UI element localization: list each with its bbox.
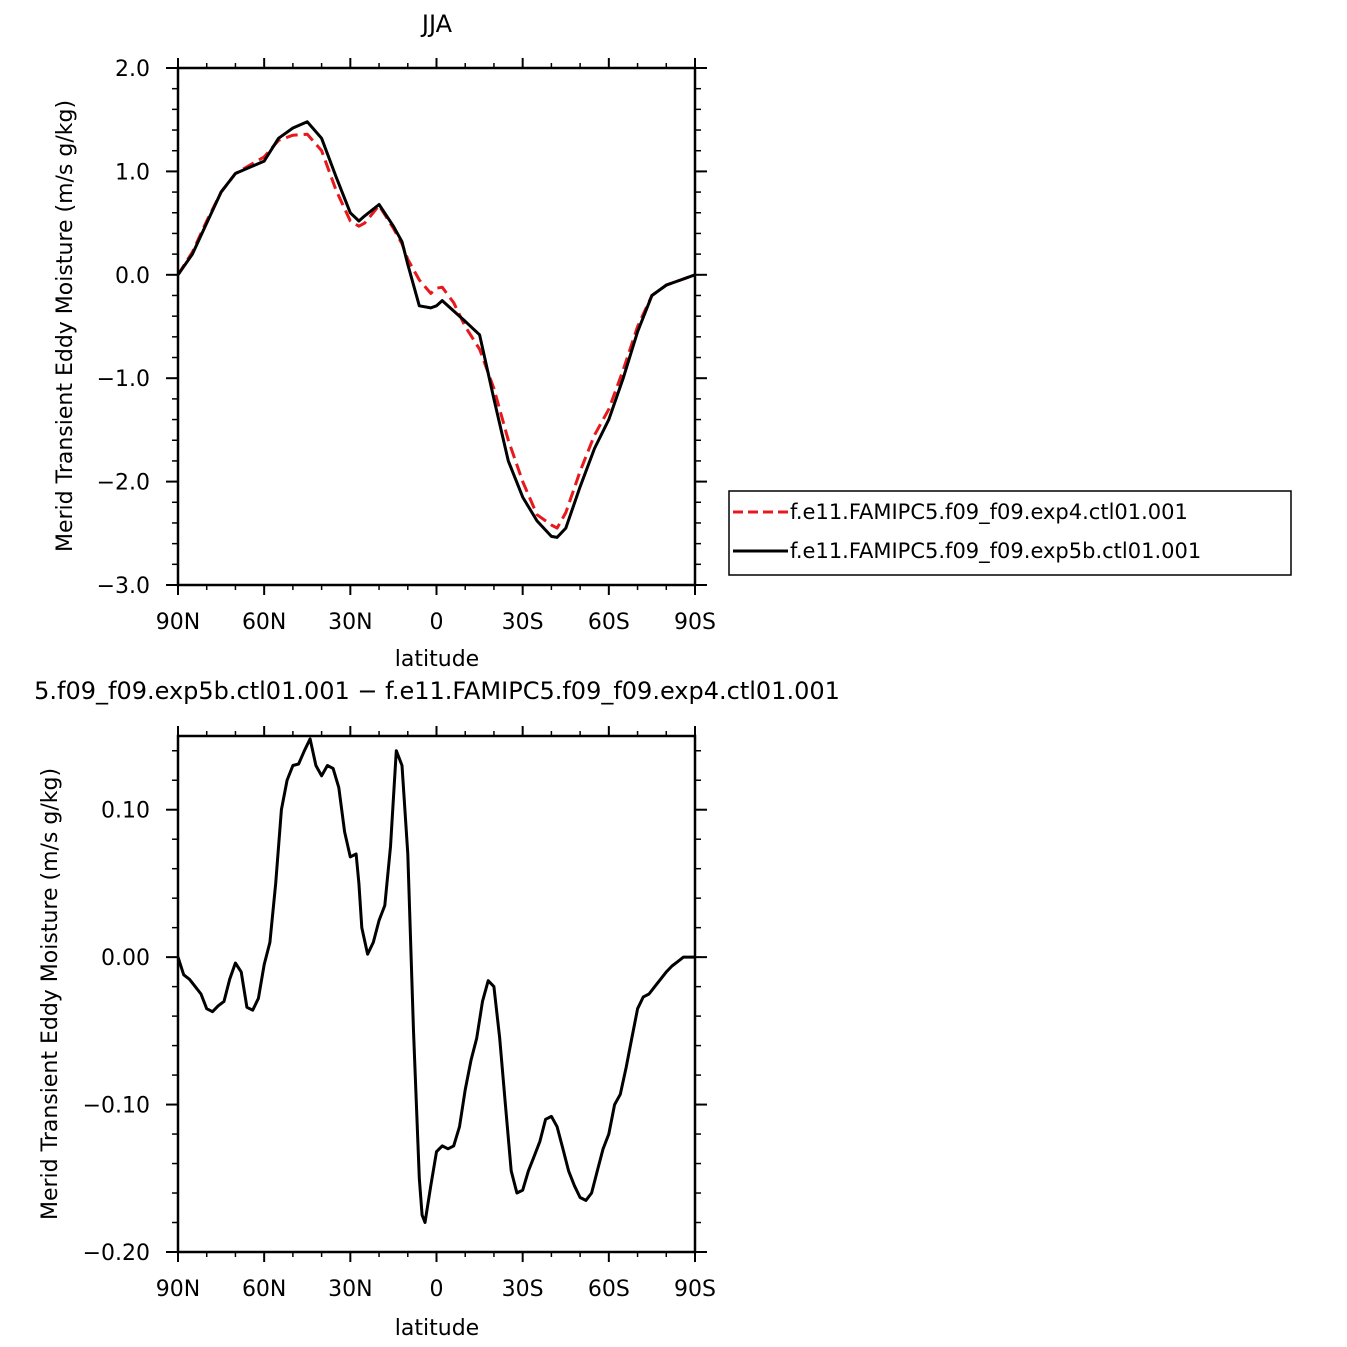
top-chart-axes: 90N 60N 30N 0 30S 60S 90S 2.0 1.0 0.0 −1.0 −2.0 −3.0	[97, 57, 716, 635]
top-x-tick-label: 60N	[242, 610, 286, 635]
top-y-tick-label: −3.0	[97, 574, 150, 599]
bottom-y-axis-label: Merid Transient Eddy Moisture (m/s g/kg)	[38, 768, 63, 1220]
top-x-tick-label: 90N	[156, 610, 200, 635]
bottom-chart-axes: 90N 60N 30N 0 30S 60S 90S 0.10 0.00 −0.10 −0.20	[83, 726, 716, 1302]
top-chart-frame	[176, 66, 697, 587]
top-y-tick-label: 0.0	[115, 264, 150, 289]
bottom-y-tick-label: 0.10	[101, 799, 150, 824]
top-x-tick-label: 30S	[502, 610, 544, 635]
bottom-chart-title: 5.f09_f09.exp5b.ctl01.001 − f.e11.FAMIPC…	[34, 677, 840, 705]
top-x-tick-label: 0	[430, 610, 444, 635]
top-y-tick-label: 1.0	[115, 160, 150, 185]
top-series-line-1	[176, 120, 696, 539]
bottom-y-tick-label: −0.20	[83, 1241, 150, 1266]
bottom-chart-panel: 5.f09_f09.exp5b.ctl01.001 − f.e11.FAMIPC…	[34, 677, 840, 1341]
bottom-x-axis-label: latitude	[395, 1316, 479, 1341]
top-y-tick-label: 2.0	[115, 57, 150, 82]
legend-box	[728, 490, 1292, 576]
bottom-y-tick-label: −0.10	[83, 1094, 150, 1119]
top-x-tick-label: 90S	[674, 610, 716, 635]
bottom-x-tick-label: 30N	[328, 1277, 372, 1302]
bottom-x-tick-label: 90N	[156, 1277, 200, 1302]
top-series-line-0	[176, 132, 696, 530]
top-y-tick-label: −1.0	[97, 367, 150, 392]
bottom-chart-series	[176, 737, 695, 1224]
legend: f.e11.FAMIPC5.f09_f09.exp4.ctl01.001 f.e…	[728, 490, 1292, 576]
top-x-tick-label: 30N	[328, 610, 372, 635]
top-y-axis-label: Merid Transient Eddy Moisture (m/s g/kg)	[53, 100, 78, 552]
legend-entry-exp4: f.e11.FAMIPC5.f09_f09.exp4.ctl01.001	[790, 500, 1188, 525]
bottom-x-tick-label: 0	[430, 1277, 444, 1302]
legend-entry-exp5b: f.e11.FAMIPC5.f09_f09.exp5b.ctl01.001	[790, 539, 1201, 564]
bottom-y-tick-label: 0.00	[101, 946, 150, 971]
bottom-x-tick-label: 90S	[674, 1277, 716, 1302]
bottom-x-tick-label: 30S	[502, 1277, 544, 1302]
bottom-x-tick-label: 60N	[242, 1277, 286, 1302]
top-chart-panel: JJA 90N 60N 30N 0 30S 60S 90S 2.0 1.0 0.0 −1.0 −2.0…	[53, 10, 716, 672]
bottom-chart-frame	[176, 734, 697, 1254]
top-y-tick-label: −2.0	[97, 471, 150, 496]
bottom-x-tick-label: 60S	[588, 1277, 630, 1302]
top-x-axis-label: latitude	[395, 647, 479, 672]
bottom-series-line-0	[176, 737, 695, 1224]
top-chart-series	[176, 120, 696, 539]
top-x-tick-label: 60S	[588, 610, 630, 635]
top-chart-title: JJA	[420, 10, 453, 38]
